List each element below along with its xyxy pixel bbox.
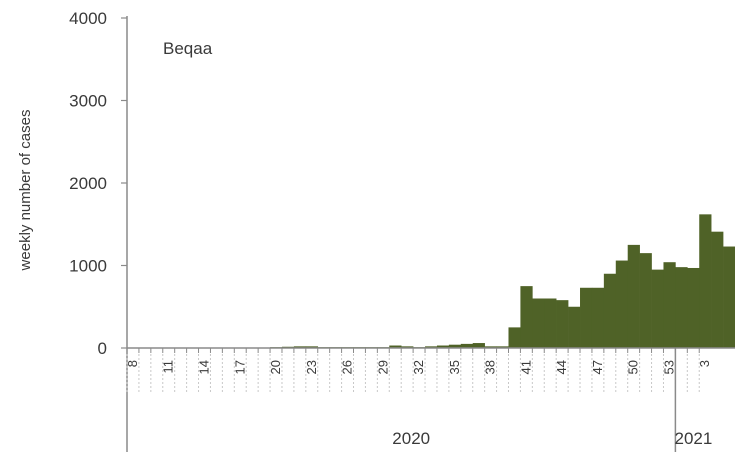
bar <box>568 306 581 348</box>
bar <box>615 260 628 348</box>
x-tick-label: 26 <box>340 360 355 374</box>
bar <box>723 246 735 348</box>
y-tick-label: 3000 <box>69 92 107 111</box>
bar <box>293 346 307 348</box>
y-ticks-group: 0 1000 2000 3000 4000 <box>69 9 127 358</box>
bar <box>663 262 676 348</box>
bar <box>639 253 652 349</box>
bar <box>389 345 402 348</box>
x-tick-label: 8 <box>125 360 140 367</box>
bars-group <box>198 214 735 349</box>
bar <box>448 344 462 348</box>
year-labels-group: 2020 2021 <box>392 348 712 452</box>
bar <box>711 231 724 348</box>
x-tick-label: 29 <box>375 360 390 374</box>
y-tick-label: 0 <box>98 339 107 358</box>
bar <box>580 287 593 348</box>
y-tick-label: 4000 <box>69 9 107 28</box>
x-tick-label: 32 <box>411 360 426 374</box>
x-tick-label: 20 <box>268 360 283 374</box>
y-tick-label: 1000 <box>69 257 107 276</box>
bar <box>305 346 319 348</box>
bar <box>472 343 485 348</box>
bar <box>627 244 640 349</box>
bar <box>484 346 497 348</box>
bar <box>436 345 450 348</box>
x-ticks-group: 8 11 14 17 20 23 26 29 32 35 38 41 44 47 50 53 3 <box>125 348 712 392</box>
x-tick-label: 44 <box>554 360 569 374</box>
bar <box>532 298 545 348</box>
x-tick-label: 14 <box>196 360 211 374</box>
x-tick-label: 47 <box>590 360 605 374</box>
x-tick-label: 35 <box>447 360 462 374</box>
bar <box>520 286 533 349</box>
y-tick-label: 2000 <box>69 174 107 193</box>
bar <box>591 287 605 348</box>
bar <box>496 346 509 348</box>
bar <box>675 267 688 348</box>
y-axis-label: weekly number of cases <box>17 110 34 272</box>
bar <box>687 267 700 348</box>
panel-title: Beqaa <box>163 39 213 58</box>
bar <box>401 346 414 348</box>
x-tick-label: 23 <box>304 360 319 374</box>
bar <box>508 327 521 349</box>
x-tick-label: 38 <box>483 360 498 374</box>
x-tick-label: 11 <box>161 360 176 374</box>
year-label: 2020 <box>392 429 430 448</box>
bar <box>544 298 557 348</box>
bar <box>556 300 569 348</box>
bar <box>425 346 438 348</box>
year-label: 2021 <box>674 429 712 448</box>
x-tick-label: 50 <box>626 360 641 374</box>
x-tick-label: 41 <box>518 360 533 374</box>
bar <box>460 343 474 349</box>
axes-group <box>126 16 735 452</box>
x-tick-label: 53 <box>661 360 676 374</box>
bar <box>603 273 617 348</box>
x-tick-label: 17 <box>232 360 247 374</box>
bar <box>651 269 664 349</box>
bar <box>699 214 712 348</box>
x-tick-label: 3 <box>697 360 712 367</box>
